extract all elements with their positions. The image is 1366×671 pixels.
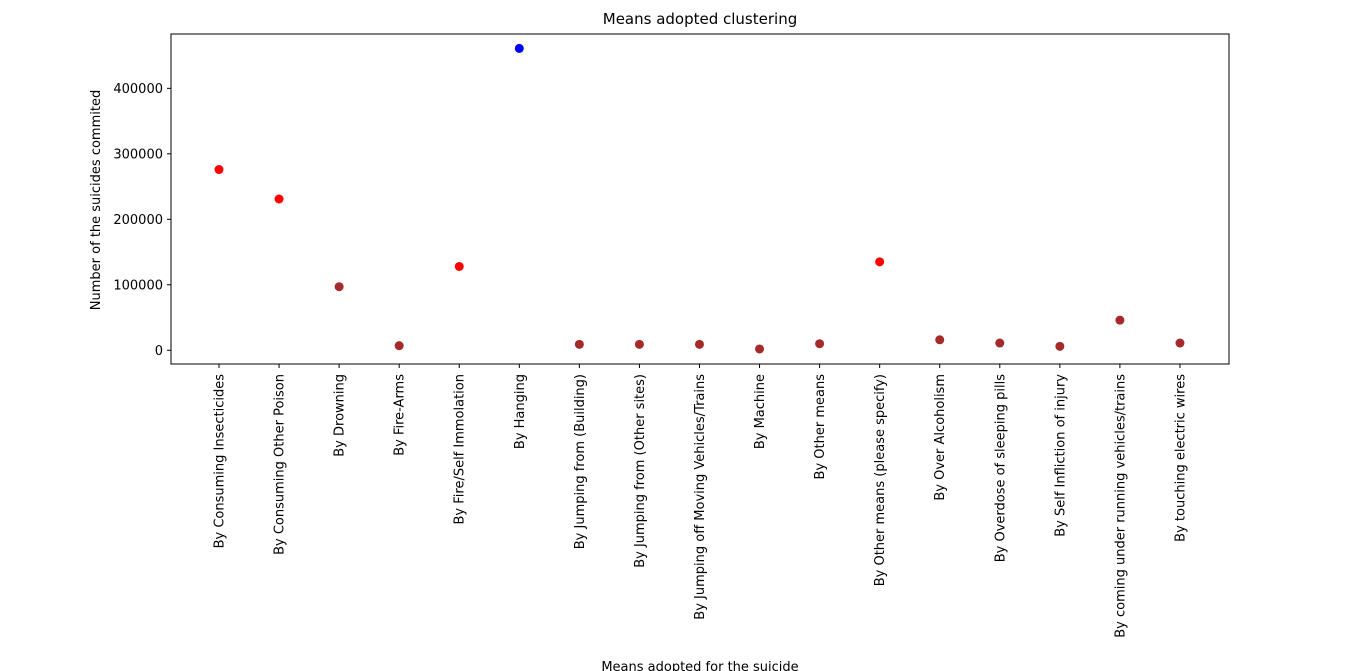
data-point: [995, 338, 1005, 348]
x-axis: By Consuming Insecticides By Consuming Ot…: [213, 364, 1188, 638]
y-axis-label: Number of the suicides commited: [89, 90, 104, 310]
x-tick-label: By Consuming Other Poison: [273, 374, 288, 555]
data-point: [1175, 338, 1185, 348]
data-point: [755, 344, 765, 354]
x-tick-label: By Jumping off Moving Vehicles/Trains: [693, 374, 708, 620]
y-tick-label: 100000: [113, 278, 163, 293]
data-point: [454, 261, 464, 271]
y-tick-label: 0: [155, 344, 163, 359]
x-tick-label: By Fire-Arms: [393, 374, 408, 456]
x-axis-label: Means adopted for the suicide: [601, 660, 798, 671]
data-point: [815, 339, 825, 349]
x-tick-label: By Other means: [813, 374, 828, 480]
data-points: [214, 43, 1185, 354]
y-tick-label: 400000: [113, 82, 163, 97]
plot-frame: [170, 33, 1230, 365]
data-point: [214, 165, 224, 175]
data-point: [935, 335, 945, 345]
y-tick-label: 200000: [113, 213, 163, 228]
data-point: [334, 282, 344, 292]
data-point: [634, 339, 644, 349]
x-tick-label: By Overdose of sleeping pills: [993, 374, 1008, 563]
x-tick-label: By Jumping from (Other sites): [633, 374, 648, 568]
x-tick-label: By Jumping from (Building): [573, 374, 588, 549]
y-tick-label: 300000: [113, 147, 163, 162]
data-point: [694, 339, 704, 349]
x-tick-label: By Machine: [753, 374, 768, 449]
data-point: [1055, 341, 1065, 351]
x-tick-label: By Hanging: [513, 374, 528, 449]
y-axis: 0 100000 200000 300000 400000: [113, 82, 171, 359]
x-tick-label: By Over Alcoholism: [933, 374, 948, 501]
data-point: [1115, 315, 1125, 325]
data-point: [394, 341, 404, 351]
x-tick-label: By Self Infliction of injury: [1053, 374, 1068, 537]
x-tick-label: By Consuming Insecticides: [213, 374, 228, 549]
data-point: [274, 194, 284, 204]
x-tick-label: By Drowning: [333, 374, 348, 457]
data-point: [875, 257, 885, 267]
data-point: [514, 43, 524, 53]
x-tick-label: By coming under running vehicles/trains: [1113, 374, 1128, 638]
x-tick-label: By Fire/Self Immolation: [453, 374, 468, 525]
chart-title: Means adopted clustering: [603, 10, 797, 28]
data-point: [574, 339, 584, 349]
x-tick-label: By touching electric wires: [1173, 374, 1188, 542]
x-tick-label: By Other means (please specify): [873, 374, 888, 586]
